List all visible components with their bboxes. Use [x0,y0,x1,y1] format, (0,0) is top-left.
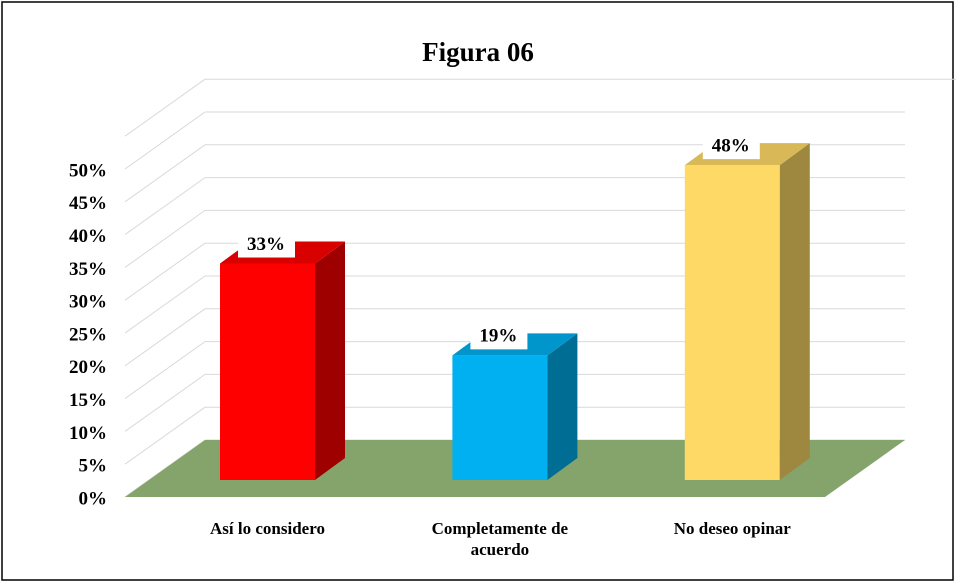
grid-line [124,209,206,268]
y-tick-label: 0% [79,488,108,509]
value-label-box [470,323,528,350]
bar-side [315,241,345,480]
bar-front [452,355,548,480]
bar-front [684,165,780,480]
bar-side [547,333,578,480]
bar [684,143,810,480]
x-tick-label: Así lo considero [210,519,325,538]
grid-line [124,341,206,400]
bar-front [220,263,315,480]
y-tick-label: 35% [69,259,107,280]
y-tick-label: 40% [69,226,107,247]
y-tick-label: 25% [69,324,107,345]
y-tick-label: 15% [69,390,107,411]
grid-line [124,144,206,203]
y-tick-label: 10% [69,423,107,444]
value-label: 33% [247,234,285,255]
bar [220,241,345,480]
y-tick-label: 20% [69,357,107,378]
grid-line [124,406,206,465]
y-tick-label: 30% [69,292,107,313]
x-tick-label: No deseo opinar [673,519,791,538]
bar-side [779,143,810,480]
value-label: 48% [712,135,750,156]
grid-line [124,275,206,334]
chart-title: Figura 06 [422,37,534,67]
value-label-box [702,133,760,160]
value-label: 19% [479,326,517,347]
grid-line [124,308,206,367]
y-tick-label: 50% [69,160,107,181]
x-tick-label: Completamente de acuerdo [431,519,569,559]
y-tick-label: 45% [69,193,107,214]
grid-line [124,111,206,170]
bar [452,333,578,480]
grid-line [124,177,206,236]
y-tick-label: 5% [79,456,108,477]
grid-line [124,373,206,432]
grid-line [124,242,206,301]
wall-edge [124,78,206,137]
value-label-box [238,231,295,258]
